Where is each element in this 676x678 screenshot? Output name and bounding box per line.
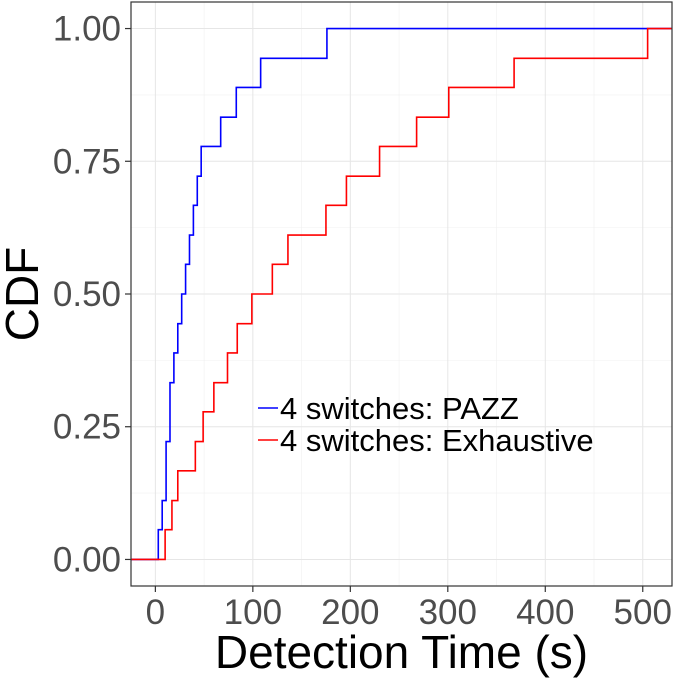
x-tick-label: 400: [516, 593, 574, 632]
y-tick-label: 1.00: [53, 10, 121, 49]
x-tick-label: 500: [614, 593, 672, 632]
series-line-exhaustive: [131, 27, 672, 561]
x-tick-label: 300: [419, 593, 477, 632]
y-axis-title: CDF: [0, 247, 48, 342]
x-tick-label: 0: [146, 593, 165, 632]
axis-ticks: 0 100 200 300 400 500 0.00 0.25 0.50 0.75 1.00: [53, 10, 672, 632]
series-line-pazz: [131, 27, 672, 561]
legend-label-exhaustive: 4 switches: Exhaustive: [280, 423, 594, 458]
series-lines: [131, 27, 672, 561]
x-tick-label: 200: [321, 593, 379, 632]
y-tick-label: 0.00: [53, 540, 121, 579]
y-tick-label: 0.25: [53, 408, 121, 447]
y-tick-label: 0.50: [53, 275, 121, 314]
x-axis-title: Detection Time (s): [215, 626, 588, 678]
grid: [131, 2, 672, 586]
y-tick-label: 0.75: [53, 142, 121, 181]
x-tick-label: 100: [224, 593, 282, 632]
legend-label-pazz: 4 switches: PAZZ: [280, 391, 519, 426]
